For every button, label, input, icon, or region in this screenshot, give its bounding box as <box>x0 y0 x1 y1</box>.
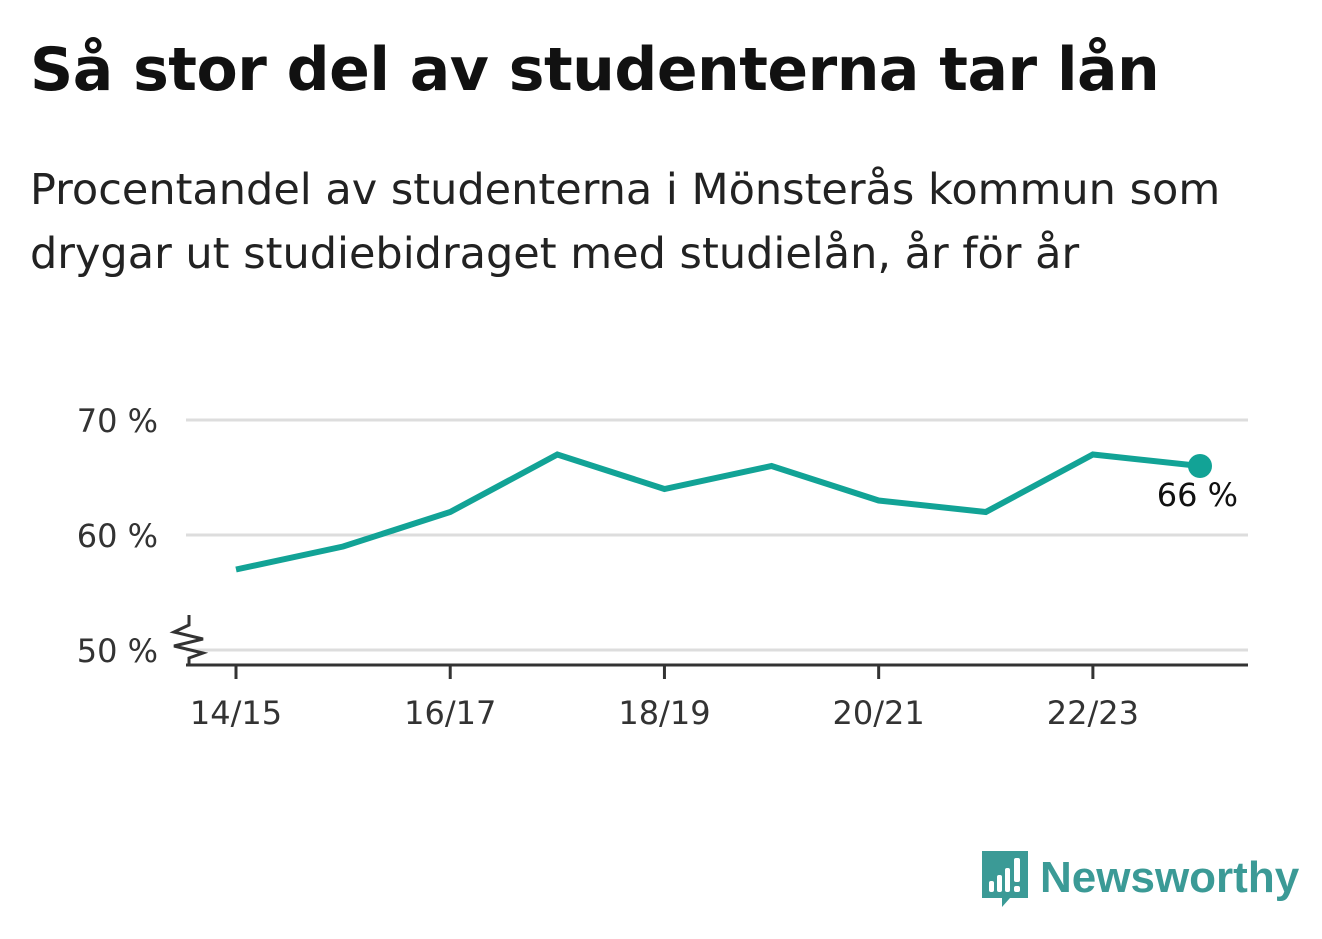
chart-title: Så stor del av studenterna tar lån <box>30 35 1160 105</box>
chart-subtitle: Procentandel av studenterna i Mönsterås … <box>30 165 1221 279</box>
brand-name: Newsworthy <box>1040 853 1300 902</box>
y-axis-break-marker <box>169 615 209 665</box>
newsworthy-logo: Newsworthy <box>980 848 1299 908</box>
x-tick-label: 14/15 <box>190 694 282 732</box>
series-line <box>235 451 1201 573</box>
bar-chart-speech-bubble-icon <box>982 851 1028 907</box>
x-tick-label: 20/21 <box>833 694 925 732</box>
y-axis-tick-labels: 50 % 60 % 70 % <box>77 402 158 670</box>
y-tick-label: 60 % <box>77 517 158 555</box>
gridlines <box>186 418 1248 652</box>
end-point-marker <box>1188 454 1212 478</box>
y-tick-label: 70 % <box>77 402 158 440</box>
series: 66 % <box>235 451 1238 573</box>
end-value-label: 66 % <box>1157 476 1238 514</box>
x-tick-label: 22/23 <box>1047 694 1139 732</box>
x-tick-label: 16/17 <box>404 694 496 732</box>
x-axis <box>169 615 1248 679</box>
x-axis-tick-labels: 14/15 16/17 18/19 20/21 22/23 <box>190 694 1139 732</box>
y-tick-label: 50 % <box>77 632 158 670</box>
x-tick-label: 18/19 <box>618 694 710 732</box>
